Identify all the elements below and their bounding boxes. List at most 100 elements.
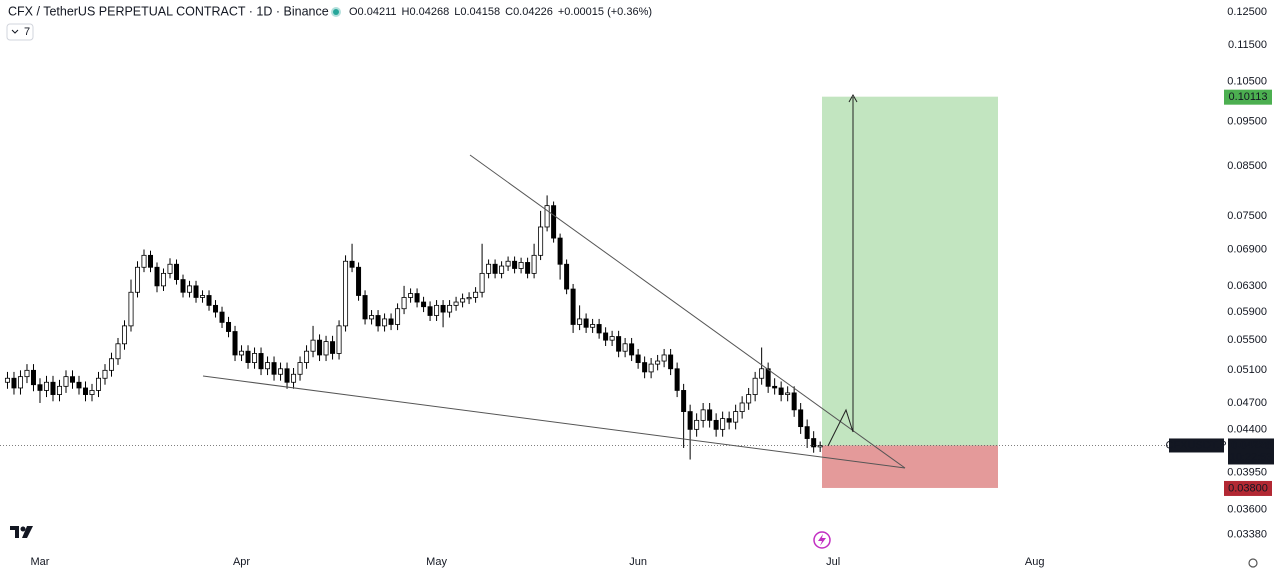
candle <box>583 313 589 333</box>
candle-body <box>206 295 212 306</box>
candle-body <box>453 301 459 306</box>
candle <box>69 370 75 389</box>
chevron <box>11 29 19 34</box>
candle <box>473 287 479 303</box>
candle-body <box>323 341 329 356</box>
candle-body <box>486 263 492 274</box>
candle-body <box>447 304 453 313</box>
candle-body <box>128 291 134 327</box>
candle-body <box>427 306 433 316</box>
y-tick-label: 0.08500 <box>1227 160 1267 172</box>
candle-body <box>642 362 648 373</box>
candle <box>30 364 36 392</box>
candle-body <box>252 353 258 363</box>
candle <box>759 347 765 385</box>
candle-body <box>661 354 667 362</box>
indicator-badge[interactable] <box>6 23 34 41</box>
candle-body <box>271 362 277 375</box>
candle-body <box>148 254 154 268</box>
candle-body <box>37 384 43 391</box>
candle <box>369 310 375 325</box>
candle <box>200 290 206 303</box>
candle <box>167 258 173 279</box>
candle-body <box>258 353 264 370</box>
countdown: 10:22:53 <box>1230 451 1273 463</box>
candle <box>609 330 615 347</box>
candle-body <box>297 362 303 375</box>
candle <box>17 370 23 395</box>
candle <box>343 255 349 332</box>
candle <box>174 259 180 285</box>
candle <box>408 288 414 303</box>
candle <box>11 371 17 395</box>
candle <box>271 356 277 381</box>
y-tick-label: 0.03950 <box>1227 466 1267 478</box>
candle-body <box>583 318 589 328</box>
candle-body <box>479 272 485 293</box>
loss-zone <box>822 445 998 488</box>
candle <box>258 347 264 376</box>
candle-body <box>674 368 680 391</box>
candle-body <box>11 377 17 389</box>
candle <box>479 243 485 298</box>
candle-body <box>219 311 225 323</box>
candle-body <box>603 332 609 341</box>
candle <box>525 257 531 279</box>
axis-labels: 0.12500 0.11500 0.10500 0.09500 0.08500 0.075… <box>31 6 1274 568</box>
price-label: 0.04226 <box>1231 439 1271 451</box>
candle-body <box>759 368 765 379</box>
candle-body <box>50 381 56 395</box>
candle-body <box>95 377 101 391</box>
candle <box>323 335 329 362</box>
y-tick-label: 0.06900 <box>1227 243 1267 255</box>
candle-body <box>798 409 804 428</box>
candle-body <box>791 392 797 411</box>
candle-body <box>63 376 69 387</box>
candle-body <box>440 304 446 313</box>
chart-title: CFX / TetherUS PERPETUAL CONTRACT · 1D ·… <box>8 4 329 18</box>
candle-body <box>609 336 615 341</box>
candle-body <box>89 390 95 395</box>
projection-path <box>827 408 854 447</box>
candle <box>252 347 258 369</box>
candle <box>453 296 459 311</box>
symbol-label: CFXUSDT.P <box>1165 439 1226 451</box>
candle-body <box>707 409 713 421</box>
y-tick-label: 0.12500 <box>1227 6 1267 18</box>
candle-body <box>122 325 128 345</box>
candle-body <box>174 263 180 280</box>
candle-body <box>343 260 349 327</box>
candle <box>596 318 602 339</box>
candle <box>135 261 141 298</box>
y-tick-label: 0.03600 <box>1227 503 1267 515</box>
y-tick-label: 0.03380 <box>1227 529 1267 541</box>
candle <box>746 387 752 410</box>
candle-body <box>310 339 316 352</box>
candle-body <box>804 426 810 439</box>
candle-body <box>330 341 336 354</box>
y-tick-label: 0.09500 <box>1227 116 1267 128</box>
candle <box>284 362 290 389</box>
candle <box>817 441 823 452</box>
candle <box>141 249 147 273</box>
candle-body <box>700 409 706 421</box>
candle <box>330 335 336 360</box>
candle <box>551 201 557 243</box>
candle <box>765 362 771 393</box>
candle-body <box>265 362 271 370</box>
plot-area <box>0 96 1222 488</box>
candle <box>427 301 433 321</box>
candle-body <box>694 419 700 430</box>
candle <box>336 320 342 360</box>
settings-icon[interactable] <box>1248 558 1258 568</box>
candle-body <box>538 226 544 256</box>
candle <box>37 378 43 403</box>
x-tick-label: May <box>426 556 447 568</box>
candle-body <box>56 385 62 395</box>
candle <box>629 337 635 362</box>
candle-body <box>193 285 199 298</box>
candle <box>421 296 427 313</box>
candle <box>193 280 199 303</box>
candle <box>43 375 49 398</box>
